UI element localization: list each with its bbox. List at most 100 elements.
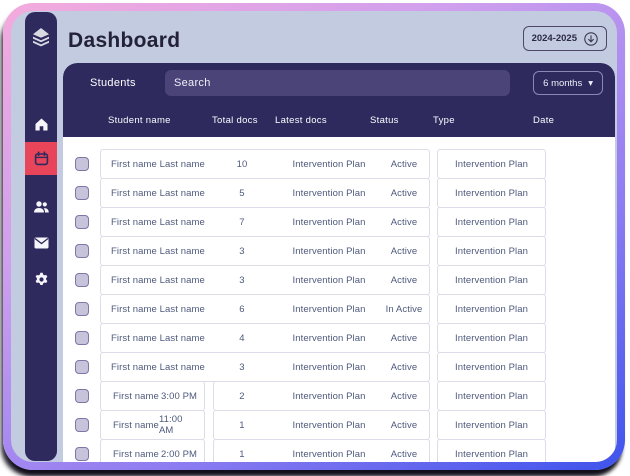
table-row: First name Last name 10 Intervention Plan A… — [63, 149, 615, 179]
caret-down-icon: ▾ — [588, 77, 593, 89]
student-name-cell — [100, 410, 205, 440]
table-row: First name Last name 5 Intervention Plan Ac… — [63, 178, 615, 208]
student-name: First name Last name — [111, 274, 205, 286]
student-name-cell — [100, 439, 205, 462]
latest-docs-value: Intervention Plan — [292, 361, 366, 373]
search-input[interactable] — [165, 70, 510, 96]
tab-students[interactable]: Students — [90, 77, 136, 89]
column-header-latest-docs: Latest docs — [275, 114, 327, 126]
student-name: First name Last name — [111, 158, 205, 170]
latest-docs-value: Intervention Plan — [292, 158, 366, 170]
latest-docs-value: Intervention Plan — [292, 419, 366, 431]
type-value: Intervention Plan — [455, 303, 528, 315]
row-details-cell — [213, 410, 430, 440]
total-docs-value: 3 — [239, 361, 245, 373]
row-checkbox[interactable] — [75, 186, 89, 200]
status-value: Active — [390, 158, 418, 170]
table-header: Student name Total docs Latest docs Stat… — [63, 103, 615, 137]
page-title: Dashboard — [68, 29, 181, 52]
table-row: First name Last name 7 Intervention Plan Ac… — [63, 207, 615, 237]
sidebar-item-messages[interactable] — [25, 228, 57, 258]
table-body: First name Last name 10 Intervention Plan A… — [63, 149, 615, 462]
latest-docs-value: Intervention Plan — [292, 448, 366, 460]
column-header-type: Type — [433, 114, 455, 126]
row-checkbox[interactable] — [75, 360, 89, 374]
period-selector-label: 6 months — [543, 77, 583, 89]
column-header-student-name: Student name — [108, 114, 171, 126]
student-name: First name — [113, 448, 159, 460]
status-value: Active — [390, 274, 418, 286]
row-checkbox[interactable] — [75, 157, 89, 171]
row-details-cell — [100, 207, 430, 237]
total-docs-value: 10 — [236, 158, 248, 170]
latest-docs-value: Intervention Plan — [292, 187, 366, 199]
mail-icon — [34, 237, 48, 249]
student-name: First name — [113, 390, 159, 402]
app-window-frame: Dashboard 2024-2025 Students 6 months ▾ — [3, 3, 625, 470]
sidebar-item-calendar[interactable] — [25, 142, 57, 175]
row-time: 11:00 AM — [159, 414, 183, 436]
latest-docs-value: Intervention Plan — [292, 245, 366, 257]
total-docs-value: 6 — [239, 303, 245, 315]
row-time: 3:00 PM — [160, 390, 198, 402]
period-selector-button[interactable]: 6 months ▾ — [533, 71, 603, 95]
table-row: First name Last name 3 Intervention Plan Ac… — [63, 352, 615, 382]
total-docs-value: 1 — [239, 448, 245, 460]
column-header-status: Status — [370, 114, 399, 126]
type-value: Intervention Plan — [455, 448, 528, 460]
gear-icon — [35, 272, 47, 285]
sidebar — [25, 12, 57, 461]
layers-logo-icon — [25, 22, 57, 52]
row-checkbox[interactable] — [75, 447, 89, 461]
sidebar-item-home[interactable] — [25, 109, 57, 139]
row-checkbox[interactable] — [75, 389, 89, 403]
type-cell — [437, 439, 546, 462]
year-selector-button[interactable]: 2024-2025 — [522, 26, 607, 51]
total-docs-value: 7 — [239, 216, 245, 228]
row-details-cell — [100, 352, 430, 382]
type-value: Intervention Plan — [455, 274, 528, 286]
row-checkbox[interactable] — [75, 331, 89, 345]
type-value: Intervention Plan — [455, 187, 528, 199]
type-value: Intervention Plan — [455, 245, 528, 257]
status-value: Active — [390, 361, 418, 373]
total-docs-value: 2 — [239, 390, 245, 402]
row-checkbox[interactable] — [75, 302, 89, 316]
row-checkbox[interactable] — [75, 215, 89, 229]
table-row: First name 11:00 AM 1 Intervention Plan Acti… — [63, 410, 615, 440]
status-value: Active — [390, 245, 418, 257]
panel-toolbar: Students 6 months ▾ — [63, 63, 615, 103]
student-name: First name Last name — [111, 303, 205, 315]
sidebar-item-students[interactable] — [25, 192, 57, 222]
type-value: Intervention Plan — [455, 216, 528, 228]
row-details-cell — [213, 439, 430, 462]
total-docs-value: 1 — [239, 419, 245, 431]
student-name: First name Last name — [111, 245, 205, 257]
student-name: First name Last name — [111, 332, 205, 344]
row-checkbox[interactable] — [75, 273, 89, 287]
circle-down-arrow-icon — [584, 31, 598, 46]
sidebar-item-settings[interactable] — [25, 264, 57, 294]
row-checkbox[interactable] — [75, 244, 89, 258]
type-cell — [437, 265, 546, 295]
type-value: Intervention Plan — [455, 332, 528, 344]
app-screen: Dashboard 2024-2025 Students 6 months ▾ — [11, 11, 617, 462]
table-row: First name 3:00 PM 2 Intervention Plan Activ… — [63, 381, 615, 411]
table-row: First name Last name 3 Intervention Plan Ac… — [63, 236, 615, 266]
row-details-cell — [100, 178, 430, 208]
table-row: First name Last name 3 Intervention Plan Ac… — [63, 265, 615, 295]
calendar-icon — [34, 151, 48, 166]
table-row: First name Last name 6 Intervention Plan In… — [63, 294, 615, 324]
table-row: First name 2:00 PM 1 Intervention Plan Activ… — [63, 439, 615, 462]
column-header-total-docs: Total docs — [212, 114, 258, 126]
status-value: In Active — [385, 303, 423, 315]
type-cell — [437, 149, 546, 179]
status-value: Active — [390, 448, 418, 460]
status-value: Active — [390, 216, 418, 228]
status-value: Active — [390, 187, 418, 199]
student-name: First name Last name — [111, 216, 205, 228]
users-icon — [33, 201, 49, 213]
status-value: Active — [390, 390, 418, 402]
row-checkbox[interactable] — [75, 418, 89, 432]
